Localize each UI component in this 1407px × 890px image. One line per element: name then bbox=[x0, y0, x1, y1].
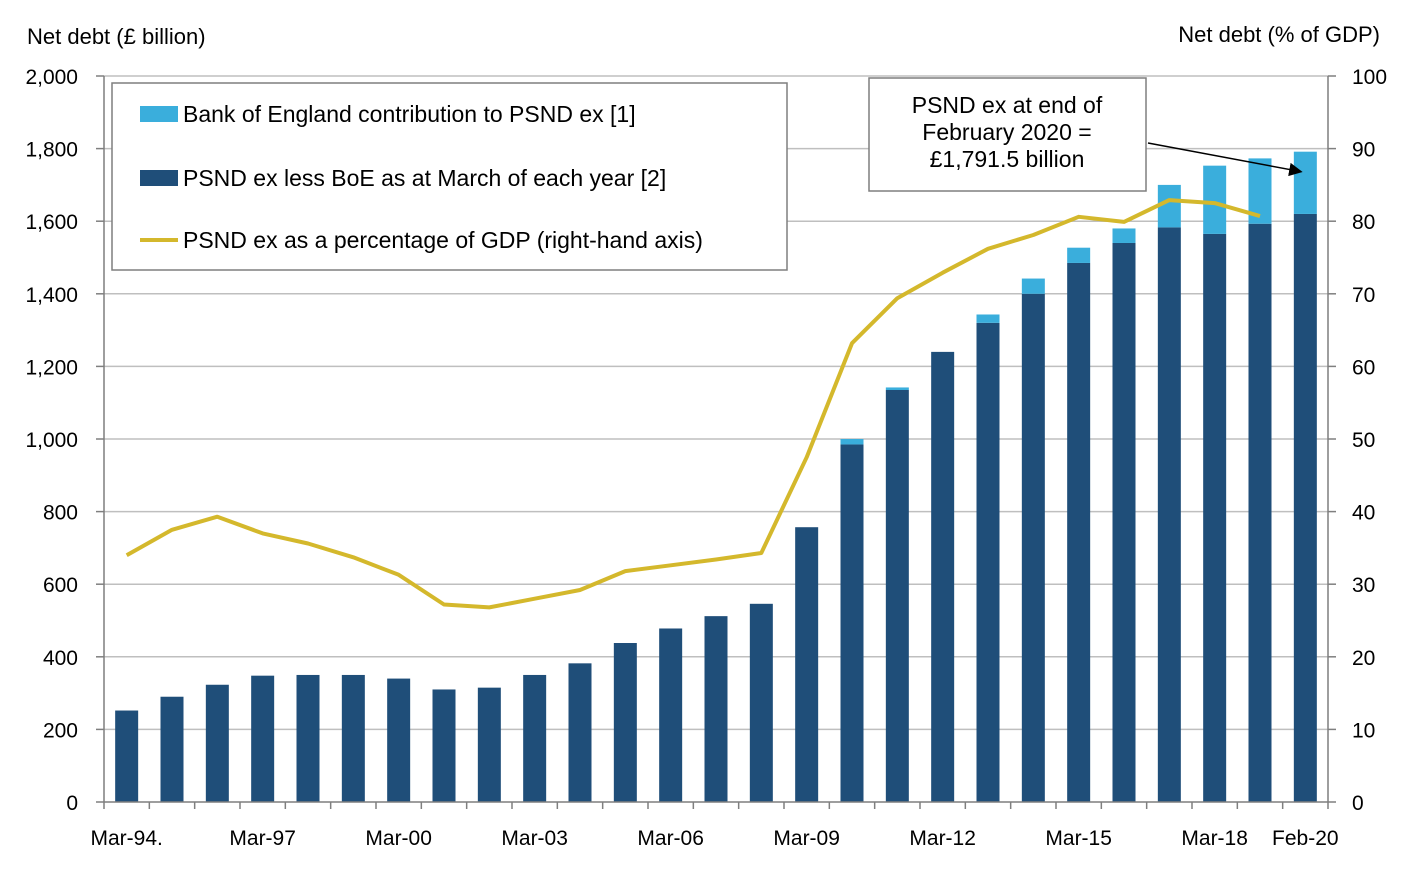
x-tick-label: Mar-12 bbox=[909, 827, 976, 850]
bar-psnd-less-boe bbox=[432, 689, 456, 802]
y-right-tick-label: 30 bbox=[1352, 574, 1375, 597]
y-left-tick-label: 1,000 bbox=[25, 429, 78, 452]
annotation-box bbox=[868, 77, 1147, 192]
bar-psnd-less-boe bbox=[749, 603, 773, 802]
bar-psnd-less-boe bbox=[477, 687, 501, 802]
bar-psnd-less-boe bbox=[251, 675, 275, 802]
y-right-tick-label: 70 bbox=[1352, 284, 1375, 307]
bar-boe-contribution bbox=[1157, 184, 1181, 228]
y-left-tick-label: 400 bbox=[43, 647, 78, 670]
bar-boe-contribution bbox=[1248, 158, 1272, 224]
legend-item-psnd-less-boe: PSND ex less BoE as at March of each yea… bbox=[140, 165, 666, 191]
bar-psnd-less-boe bbox=[523, 674, 547, 802]
bar-psnd-less-boe bbox=[795, 527, 819, 802]
bar-psnd-less-boe bbox=[1203, 233, 1227, 802]
y-right-tick-label: 90 bbox=[1352, 139, 1375, 162]
bar-psnd-less-boe bbox=[613, 643, 637, 802]
bar-boe-contribution bbox=[976, 314, 1000, 323]
y-axis-left-title: Net debt (£ billion) bbox=[27, 24, 206, 49]
y-left-tick-label: 800 bbox=[43, 502, 78, 525]
legend-label-psnd-less-boe: PSND ex less BoE as at March of each yea… bbox=[183, 165, 666, 191]
annotation-line-3: £1,791.5 billion bbox=[930, 146, 1085, 172]
x-tick-label: Mar-03 bbox=[501, 827, 568, 850]
bar-psnd-less-boe bbox=[976, 322, 1000, 802]
y-right-tick-label: 100 bbox=[1352, 66, 1387, 89]
bar-boe-contribution bbox=[1112, 228, 1136, 243]
y-right-tick-label: 10 bbox=[1352, 719, 1375, 742]
y-left-tick-label: 2,000 bbox=[25, 66, 78, 89]
y-left-tick-label: 600 bbox=[43, 574, 78, 597]
bar-psnd-less-boe bbox=[840, 444, 864, 802]
y-left-tick-label: 1,400 bbox=[25, 284, 78, 307]
x-tick-label: Feb-20 bbox=[1272, 827, 1339, 850]
bar-boe-contribution bbox=[1293, 151, 1317, 214]
axes bbox=[96, 75, 1336, 809]
bar-psnd-less-boe bbox=[115, 710, 139, 802]
bar-boe-contribution bbox=[1203, 165, 1227, 234]
y-right-tick-label: 20 bbox=[1352, 647, 1375, 670]
annotation-arrow bbox=[1147, 142, 1303, 177]
y-right-tick-label: 50 bbox=[1352, 429, 1375, 452]
y-right-tick-label: 0 bbox=[1352, 792, 1364, 815]
y-left-tick-label: 1,200 bbox=[25, 356, 78, 379]
legend-item-gdp-pct: PSND ex as a percentage of GDP (right-ha… bbox=[140, 227, 703, 253]
line-gdp-pct bbox=[125, 198, 1261, 610]
x-tick-label: Mar-94. bbox=[90, 827, 162, 850]
bar-boe-contribution bbox=[1021, 278, 1045, 294]
bar-psnd-less-boe bbox=[659, 628, 683, 802]
annotation-line-2: February 2020 = bbox=[922, 119, 1091, 145]
bar-psnd-less-boe bbox=[1067, 262, 1091, 802]
bar-psnd-less-boe bbox=[1021, 293, 1045, 802]
annotation-callout: PSND ex at end of February 2020 = £1,791… bbox=[868, 77, 1303, 192]
legend-box bbox=[111, 82, 788, 271]
bar-psnd-less-boe bbox=[1112, 242, 1136, 803]
tick-labels: 0 0 200 10 400 20 600 30 800 40 1,000 50 1,200 60 1,40… bbox=[25, 66, 1387, 850]
legend-label-boe: Bank of England contribution to PSND ex … bbox=[183, 101, 636, 127]
bar-psnd-less-boe bbox=[568, 663, 592, 802]
x-tick-label: Mar-06 bbox=[637, 827, 704, 850]
bar-boe-contribution bbox=[840, 439, 864, 445]
line-series bbox=[125, 198, 1261, 610]
y-right-tick-label: 60 bbox=[1352, 356, 1375, 379]
bar-psnd-less-boe bbox=[1293, 213, 1317, 802]
bar-series bbox=[115, 151, 1317, 803]
bar-psnd-less-boe bbox=[205, 684, 229, 802]
annotation-line-1: PSND ex at end of bbox=[912, 92, 1103, 118]
bar-psnd-less-boe bbox=[296, 674, 320, 802]
x-tick-label: Mar-09 bbox=[773, 827, 840, 850]
legend-swatch-psnd-less-boe bbox=[140, 170, 178, 186]
x-tick-label: Mar-18 bbox=[1181, 827, 1248, 850]
legend: Bank of England contribution to PSND ex … bbox=[111, 82, 788, 271]
y-left-tick-label: 0 bbox=[66, 792, 78, 815]
bar-psnd-less-boe bbox=[341, 674, 365, 802]
bar-psnd-less-boe bbox=[885, 389, 909, 802]
bar-psnd-less-boe bbox=[704, 616, 728, 802]
legend-item-boe: Bank of England contribution to PSND ex … bbox=[140, 101, 636, 127]
legend-label-gdp-pct: PSND ex as a percentage of GDP (right-ha… bbox=[183, 227, 703, 253]
bar-boe-contribution bbox=[1067, 247, 1091, 263]
x-tick-label: Mar-15 bbox=[1045, 827, 1112, 850]
bar-boe-contribution bbox=[885, 387, 909, 390]
bar-psnd-less-boe bbox=[160, 696, 184, 802]
bar-psnd-less-boe bbox=[1157, 227, 1181, 803]
bar-psnd-less-boe bbox=[931, 351, 955, 802]
y-left-tick-label: 1,600 bbox=[25, 211, 78, 234]
y-right-tick-label: 40 bbox=[1352, 502, 1375, 525]
x-tick-label: Mar-00 bbox=[365, 827, 432, 850]
y-right-tick-label: 80 bbox=[1352, 211, 1375, 234]
y-left-tick-label: 200 bbox=[43, 719, 78, 742]
bar-psnd-less-boe bbox=[1248, 223, 1272, 803]
bar-psnd-less-boe bbox=[387, 678, 411, 802]
x-tick-label: Mar-97 bbox=[229, 827, 296, 850]
y-axis-right-title: Net debt (% of GDP) bbox=[1178, 22, 1380, 47]
y-left-tick-label: 1,800 bbox=[25, 139, 78, 162]
legend-swatch-boe bbox=[140, 106, 178, 122]
